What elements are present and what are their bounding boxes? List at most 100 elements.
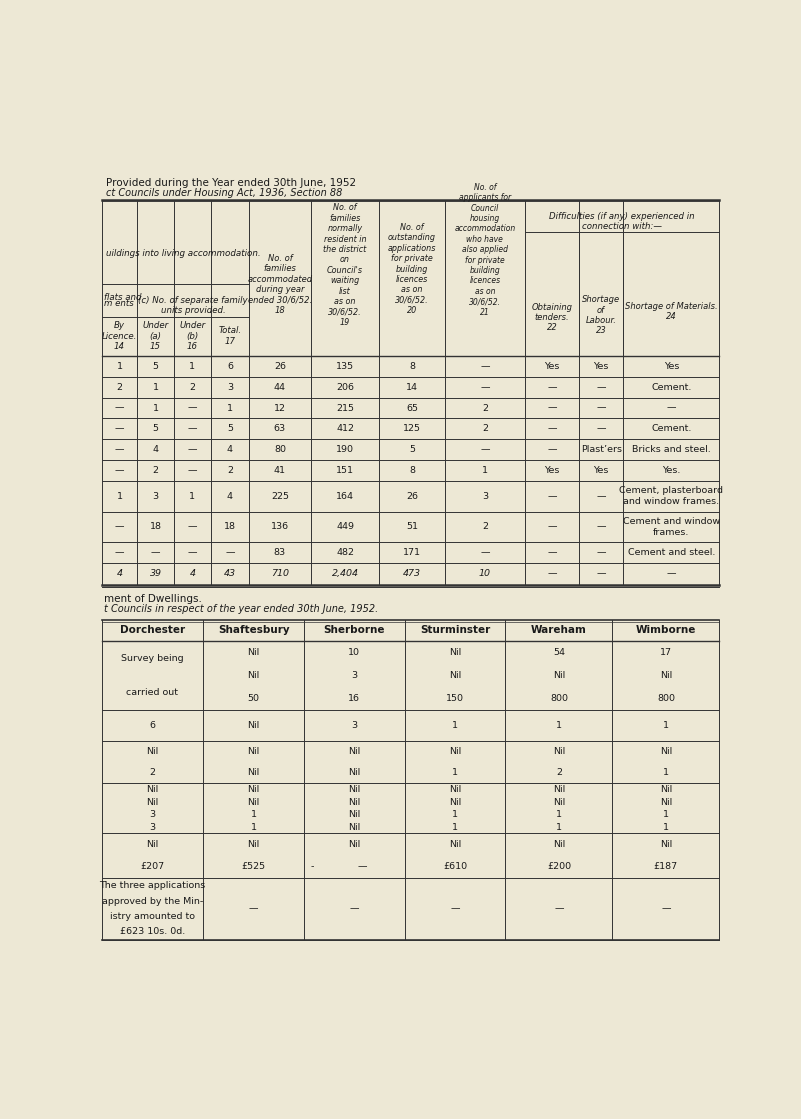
Text: —: — [661,904,670,913]
Text: 26: 26 [274,361,286,370]
Text: Difficulties (if any) experienced in
connection with:—: Difficulties (if any) experienced in con… [549,211,695,231]
Text: Nil: Nil [449,840,461,849]
Text: 83: 83 [274,548,286,557]
Text: 3: 3 [152,491,159,500]
Text: Cement and window
frames.: Cement and window frames. [622,517,720,537]
Text: Nil: Nil [348,747,360,756]
Text: Nil: Nil [147,798,159,807]
Text: 1: 1 [556,721,562,730]
Text: 43: 43 [224,570,236,579]
Text: 449: 449 [336,523,354,532]
Text: —: — [151,548,160,557]
Text: Nil: Nil [553,747,565,756]
Text: Nil: Nil [348,798,360,807]
Text: —: — [597,570,606,579]
Text: 8: 8 [409,466,415,474]
Text: 151: 151 [336,466,354,474]
Text: 4: 4 [189,570,195,579]
Text: —: — [480,548,489,557]
Text: Nil: Nil [248,786,260,794]
Text: (c) No. of separate family
units provided.: (c) No. of separate family units provide… [139,295,248,314]
Text: Nil: Nil [147,747,159,756]
Text: Nil: Nil [348,786,360,794]
Text: £207: £207 [140,863,164,872]
Text: Under
(a)
15: Under (a) 15 [143,321,168,351]
Text: Yes: Yes [594,361,609,370]
Text: 1: 1 [251,810,256,819]
Text: —: — [554,904,564,913]
Text: 50: 50 [248,694,260,703]
Text: —: — [547,383,557,392]
Text: 17: 17 [660,648,672,657]
Text: 18: 18 [150,523,162,532]
Text: 164: 164 [336,491,354,500]
Text: Wimborne: Wimborne [636,626,696,636]
Text: 12: 12 [274,404,286,413]
Text: 1: 1 [152,404,159,413]
Text: 26: 26 [406,491,418,500]
Text: 5: 5 [152,424,159,433]
Text: Nil: Nil [660,840,672,849]
Text: Under
(b)
16: Under (b) 16 [179,321,205,351]
Text: Nil: Nil [660,786,672,794]
Text: 1: 1 [663,769,669,778]
Text: 1: 1 [663,721,669,730]
Text: 2: 2 [556,769,562,778]
Text: —: — [357,863,367,872]
Text: 5: 5 [152,361,159,370]
Text: 3: 3 [227,383,233,392]
Text: —: — [597,523,606,532]
Text: 3: 3 [352,721,357,730]
Text: Shaftesbury: Shaftesbury [218,626,289,636]
Text: 1: 1 [227,404,233,413]
Text: £200: £200 [547,863,571,872]
Text: Yes.: Yes. [662,466,681,474]
Text: 6: 6 [227,361,233,370]
Text: Survey being: Survey being [121,653,183,662]
Text: 39: 39 [150,570,162,579]
Text: 150: 150 [446,694,464,703]
Text: 65: 65 [406,404,418,413]
Text: 4: 4 [152,445,159,454]
Text: 5: 5 [227,424,233,433]
Text: Bricks and steel.: Bricks and steel. [632,445,710,454]
Text: —: — [597,404,606,413]
Text: 1: 1 [116,361,123,370]
Text: t Councils in respect of the year ended 30th June, 1952.: t Councils in respect of the year ended … [104,603,378,613]
Text: —: — [547,570,557,579]
Text: 2: 2 [150,769,155,778]
Text: 3: 3 [149,822,155,831]
Text: Yes: Yes [594,466,609,474]
Text: 2: 2 [116,383,123,392]
Text: Cement and steel.: Cement and steel. [628,548,715,557]
Text: Nil: Nil [248,840,260,849]
Text: 5: 5 [409,445,415,454]
Text: Sherborne: Sherborne [324,626,385,636]
Text: Nil: Nil [553,798,565,807]
Text: —: — [115,523,124,532]
Text: 6: 6 [150,721,155,730]
Text: £187: £187 [654,863,678,872]
Text: approved by the Min-: approved by the Min- [102,896,203,905]
Text: —: — [547,491,557,500]
Text: 2: 2 [227,466,233,474]
Text: Nil: Nil [449,671,461,680]
Text: Nil: Nil [348,769,360,778]
Text: —: — [597,383,606,392]
Text: 2,404: 2,404 [332,570,359,579]
Text: —: — [349,904,359,913]
Text: Shortage
of
Labour.
23: Shortage of Labour. 23 [582,295,620,336]
Text: —: — [480,361,489,370]
Text: Nil: Nil [348,810,360,819]
Text: 14: 14 [406,383,418,392]
Text: Nil: Nil [248,798,260,807]
Text: 473: 473 [403,570,421,579]
Text: 2: 2 [482,523,488,532]
Text: —: — [547,548,557,557]
Text: Wareham: Wareham [531,626,587,636]
Text: 710: 710 [271,570,289,579]
Text: Cement.: Cement. [651,424,691,433]
Text: —: — [597,491,606,500]
Text: —: — [115,404,124,413]
Text: 1: 1 [556,822,562,831]
